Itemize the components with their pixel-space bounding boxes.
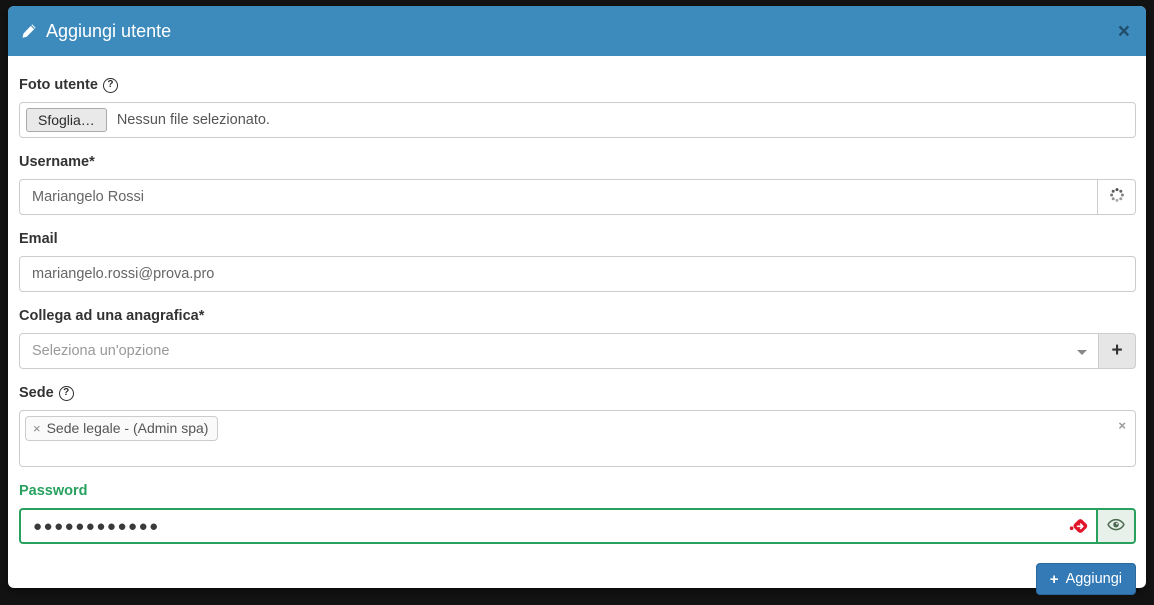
chevron-down-icon [1077,350,1087,355]
plus-icon: + [1049,570,1059,588]
sede-field-group: Sede ? × Sede legale - (Admin spa) × [19,384,1136,467]
submit-button-label: Aggiungi [1065,571,1122,587]
username-input-group [19,179,1136,215]
password-manager-icon[interactable] [1069,518,1088,540]
modal-header: Aggiungi utente × [8,6,1146,56]
password-input-group [19,508,1136,544]
anagrafica-label: Collega ad una anagrafica* [19,308,205,324]
username-input[interactable] [19,179,1098,215]
tag-remove-icon[interactable]: × [33,420,41,436]
photo-label: Foto utente ? [19,76,1136,94]
modal-title: Aggiungi utente [21,21,171,42]
password-field-group: Password [19,482,1136,544]
photo-label-text: Foto utente [19,77,98,93]
password-field[interactable] [21,517,1096,535]
add-anagrafica-button[interactable]: + [1098,333,1136,369]
email-label: Email [19,231,58,247]
sede-label-text: Sede [19,385,54,401]
anagrafica-selected-value: Seleziona un'opzione [32,343,170,359]
add-user-submit-button[interactable]: + Aggiungi [1035,563,1136,595]
anagrafica-input-group: Seleziona un'opzione + [19,333,1136,369]
username-field-group: Username* [19,153,1136,215]
eye-icon [1107,518,1125,535]
username-status-addon [1098,179,1136,215]
plus-icon: + [1111,340,1123,361]
password-input-wrap [19,508,1096,544]
pencil-icon [21,23,37,39]
spinner-icon [1109,187,1125,208]
modal-footer: + Aggiungi [8,559,1146,605]
sede-clear-icon[interactable]: × [1118,418,1126,433]
photo-field-group: Foto utente ? Sfoglia… Nessun file selez… [19,76,1136,138]
modal-title-text: Aggiungi utente [46,20,172,41]
anagrafica-field-group: Collega ad una anagrafica* Seleziona un'… [19,307,1136,369]
sede-tag: × Sede legale - (Admin spa) [25,416,219,441]
email-field-group: Email [19,230,1136,292]
browse-button[interactable]: Sfoglia… [26,108,107,132]
add-user-modal: Aggiungi utente × Foto utente ? Sfoglia…… [8,6,1146,595]
photo-file-input[interactable]: Sfoglia… Nessun file selezionato. [19,102,1136,138]
password-label: Password [19,483,88,499]
sede-multiselect[interactable]: × Sede legale - (Admin spa) × [19,410,1136,467]
show-password-button[interactable] [1096,508,1136,544]
file-status-text: Nessun file selezionato. [116,112,270,128]
sede-label: Sede ? [19,384,1136,402]
question-circle-icon[interactable]: ? [102,77,118,93]
sede-tag-label: Sede legale - (Admin spa) [46,420,209,436]
anagrafica-select[interactable]: Seleziona un'opzione [19,333,1099,369]
close-icon[interactable]: × [1114,19,1134,44]
email-field[interactable] [19,256,1136,292]
question-circle-icon[interactable]: ? [58,385,74,401]
username-label: Username* [19,154,95,170]
modal-body: Foto utente ? Sfoglia… Nessun file selez… [8,56,1146,559]
